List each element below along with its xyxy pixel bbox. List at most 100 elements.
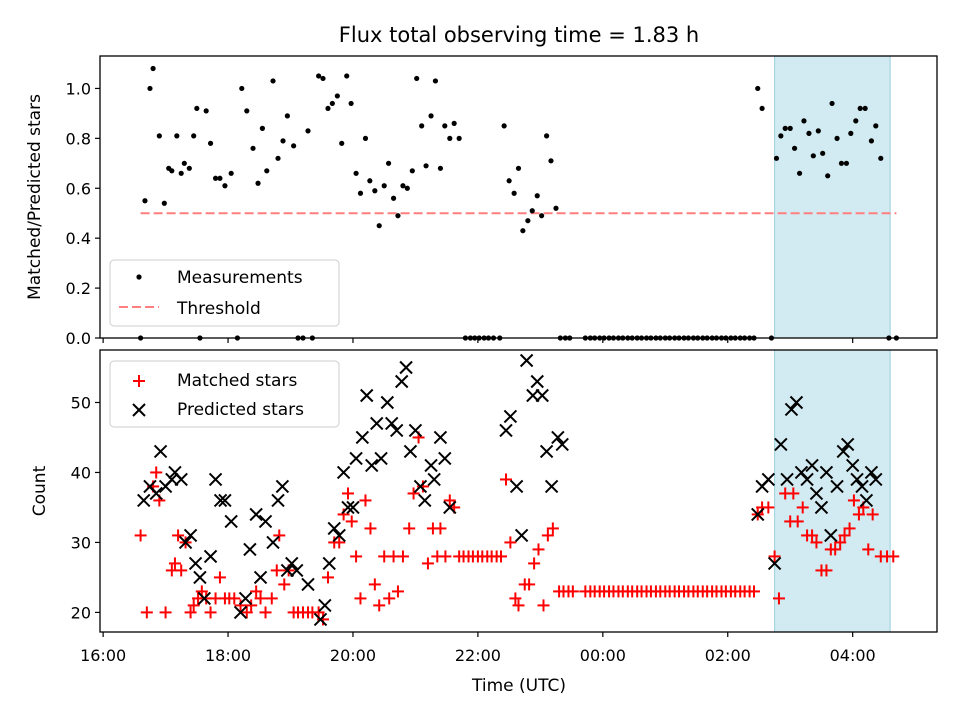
predicted-star-point xyxy=(751,507,765,522)
bottom-y-axis-label: Count xyxy=(30,465,50,516)
matched-star-point xyxy=(159,606,172,619)
measurement-point xyxy=(868,138,875,144)
predicted-star-point xyxy=(258,514,273,529)
measurement-point xyxy=(280,138,286,144)
top-shaded-interval xyxy=(774,55,891,339)
predicted-star-point xyxy=(535,388,549,403)
predicted-star-point xyxy=(313,612,328,627)
predicted-star-point xyxy=(814,500,829,515)
predicted-star-point xyxy=(327,521,341,536)
measurement-point xyxy=(275,155,281,161)
predicted-star-point xyxy=(360,388,374,403)
measurement-point xyxy=(820,150,826,156)
matched-star-point xyxy=(838,529,851,542)
matched-star-point xyxy=(278,578,291,591)
bottom-axes-frame xyxy=(99,349,938,633)
measurement-point xyxy=(511,190,517,196)
matched-star-point xyxy=(509,592,522,605)
matched-star-point xyxy=(250,585,263,598)
matched-star-point xyxy=(140,606,153,619)
predicted-star-point xyxy=(836,444,851,459)
matched-star-point xyxy=(407,487,420,500)
measurement-point xyxy=(773,155,780,161)
measurement-point xyxy=(348,100,354,107)
predicted-star-point xyxy=(519,353,534,368)
matched-star-point xyxy=(820,564,833,577)
predicted-star-point xyxy=(208,472,223,487)
predicted-star-point xyxy=(767,556,782,571)
measurement-point xyxy=(810,153,816,159)
legend-threshold-label: Threshold xyxy=(176,299,261,319)
matched-star-point xyxy=(391,585,404,598)
x-axis-label: Time (UTC) xyxy=(471,676,566,696)
matched-star-point xyxy=(541,529,554,542)
measurement-point xyxy=(228,170,234,176)
predicted-star-point xyxy=(784,402,799,417)
matched-star-point xyxy=(829,543,842,556)
matched-star-point xyxy=(504,536,517,549)
predicted-star-point xyxy=(840,437,855,452)
matched-star-point xyxy=(337,508,350,521)
predicted-star-point xyxy=(819,465,834,480)
predicted-star-point xyxy=(380,395,395,410)
matched-star-point xyxy=(396,550,409,563)
predicted-star-point xyxy=(413,479,428,494)
measurement-point xyxy=(515,165,522,171)
measurement-point xyxy=(291,143,297,149)
predicted-star-point xyxy=(238,591,253,606)
predicted-star-point xyxy=(503,409,518,424)
matched-star-point xyxy=(434,522,447,535)
legend-predicted-marker xyxy=(132,403,146,417)
predicted-star-point xyxy=(384,416,399,431)
top-axes-frame xyxy=(99,55,938,339)
predicted-star-point xyxy=(183,528,198,543)
matched-star-point xyxy=(234,599,247,612)
matched-star-point xyxy=(403,522,416,535)
matched-star-point xyxy=(796,501,809,514)
matched-star-point xyxy=(354,592,367,605)
predicted-star-point xyxy=(551,430,565,445)
matched-star-point xyxy=(843,522,856,535)
measurement-point xyxy=(305,128,311,134)
matched-star-point xyxy=(321,571,334,584)
measurement-point xyxy=(186,165,192,171)
predicted-star-point xyxy=(800,472,814,487)
predicted-star-point xyxy=(213,493,228,508)
matched-star-point xyxy=(373,599,386,612)
matched-star-point xyxy=(862,543,875,556)
matched-star-point xyxy=(866,508,879,521)
legend-measurements-marker xyxy=(136,274,142,280)
measurement-point xyxy=(778,133,784,139)
predicted-star-point xyxy=(403,444,418,459)
measurement-point xyxy=(217,175,223,181)
predicted-star-point xyxy=(408,423,423,438)
measurement-point xyxy=(520,228,526,234)
measurement-point xyxy=(147,85,153,92)
predicted-star-point xyxy=(336,465,351,480)
matched-star-point xyxy=(383,592,396,605)
x-tick-label: 00:00 xyxy=(580,646,626,665)
matched-star-point xyxy=(150,466,163,479)
predicted-star-point xyxy=(499,423,513,438)
predicted-star-point xyxy=(271,493,285,508)
measurement-point xyxy=(284,113,290,119)
measurement-point xyxy=(239,85,245,92)
predicted-star-point xyxy=(869,472,883,487)
predicted-star-point xyxy=(355,430,370,445)
predicted-star-point xyxy=(193,570,207,585)
matched-star-point xyxy=(791,515,804,528)
predicted-star-point xyxy=(349,451,363,466)
measurement-point xyxy=(329,100,335,107)
measurement-point xyxy=(791,145,798,151)
matched-star-point xyxy=(747,585,760,598)
bottom-y-tick-label: 50 xyxy=(71,393,91,412)
measurement-point xyxy=(404,185,410,191)
predicted-star-point xyxy=(805,458,819,473)
predicted-star-point xyxy=(530,374,544,389)
top-y-tick-label: 0.8 xyxy=(66,129,91,148)
measurement-point xyxy=(250,145,256,151)
predicted-star-point xyxy=(149,486,163,501)
predicted-star-point xyxy=(275,479,290,494)
predicted-star-point xyxy=(424,458,438,473)
